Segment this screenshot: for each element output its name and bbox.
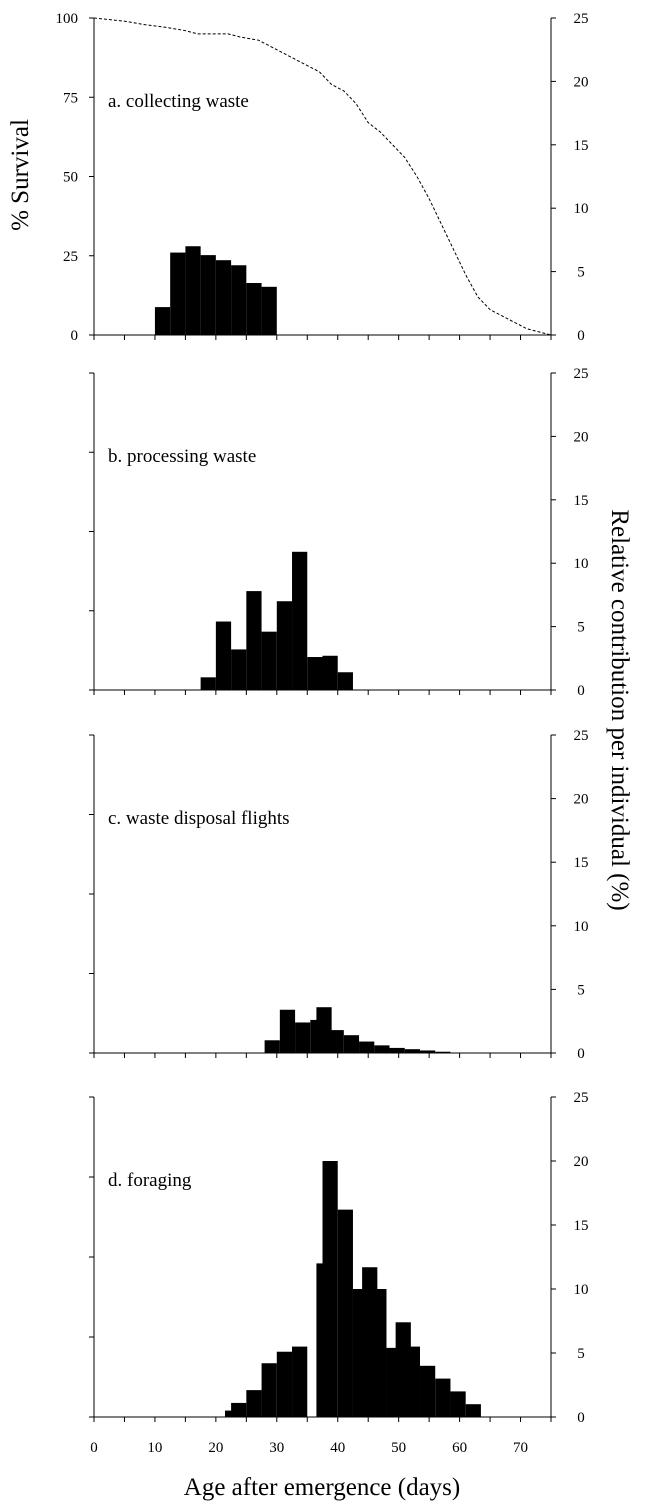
bar-c-4 — [316, 1007, 332, 1053]
right-tick-label-b: 20 — [574, 429, 589, 445]
bar-c-11 — [419, 1050, 436, 1053]
left-tick-label: 0 — [71, 328, 79, 344]
bar-b-4 — [261, 631, 277, 690]
x-tick-label: 70 — [513, 1440, 528, 1456]
bar-d-8 — [337, 1209, 353, 1417]
right-tick-label-d: 10 — [574, 1282, 589, 1298]
panel-title-d: d. foraging — [108, 1170, 192, 1191]
bar-c-9 — [389, 1047, 405, 1053]
panel-c: 0 5 10 15 20 25 c. waste disposal flights — [89, 728, 589, 1062]
x-tick-label: 60 — [452, 1440, 467, 1456]
left-tick-label: 100 — [56, 11, 79, 27]
right-tick-label-d: 5 — [577, 1346, 585, 1362]
bar-b-3 — [246, 591, 262, 690]
bar-b-6 — [292, 551, 308, 690]
survival-curve — [93, 17, 552, 336]
bar-d-14 — [404, 1346, 420, 1417]
bar-d-5 — [292, 1346, 308, 1417]
panel-title-a: a. collecting waste — [108, 91, 249, 112]
bar-d-16 — [435, 1378, 451, 1417]
bar-c-5 — [328, 1030, 344, 1053]
bar-a-6 — [246, 283, 262, 335]
bar-c-6 — [343, 1035, 360, 1053]
bar-c-7 — [359, 1041, 375, 1053]
bar-d-1 — [231, 1402, 247, 1417]
bar-d-15 — [419, 1365, 436, 1417]
x-tick-label: 0 — [90, 1440, 98, 1456]
right-tick-label-a: 20 — [574, 74, 589, 90]
right-tick-label-c: 20 — [574, 792, 589, 808]
right-tick-label-b: 5 — [577, 620, 585, 636]
right-tick-label-c: 15 — [574, 855, 589, 871]
bar-a-2 — [185, 246, 201, 335]
left-tick-label: 75 — [63, 90, 78, 106]
right-tick-label-a: 10 — [574, 201, 589, 217]
bar-b-5 — [276, 601, 293, 690]
left-axis-title: % Survival — [7, 119, 34, 231]
bar-a-0 — [154, 307, 171, 335]
bar-b-0 — [200, 677, 216, 690]
left-tick-label: 50 — [63, 170, 78, 186]
right-tick-label-a: 25 — [574, 11, 589, 27]
x-axis-title: Age after emergence (days) — [184, 1474, 460, 1501]
panel-a: 0 25 50 75 100 0 5 10 15 20 25 a. collecting waste — [56, 11, 589, 344]
panel-title-b: b. processing waste — [108, 446, 256, 467]
right-tick-label-a: 5 — [577, 265, 585, 281]
right-tick-label-d: 25 — [574, 1090, 589, 1106]
x-tick-label: 50 — [391, 1440, 406, 1456]
bar-c-0 — [264, 1040, 280, 1053]
bar-d-17 — [450, 1391, 466, 1417]
bar-a-3 — [200, 255, 216, 335]
bar-d-3 — [261, 1363, 277, 1417]
bar-b-8 — [322, 655, 338, 690]
panel-b: 0 5 10 15 20 25 b. processing waste — [89, 366, 589, 699]
x-tick-label: 10 — [147, 1440, 162, 1456]
right-tick-label-b: 25 — [574, 366, 589, 382]
bar-c-10 — [404, 1049, 420, 1053]
bar-b-2 — [231, 649, 247, 690]
bar-a-1 — [170, 252, 186, 335]
bar-d-18 — [465, 1404, 481, 1417]
right-tick-label-b: 10 — [574, 556, 589, 572]
bar-c-8 — [374, 1045, 390, 1053]
right-tick-label-c: 25 — [574, 728, 589, 744]
bar-d-4 — [276, 1351, 293, 1417]
right-tick-label-c: 0 — [577, 1046, 585, 1062]
bar-d-11 — [371, 1289, 387, 1417]
panel-d: 0 5 10 15 20 25 d. foraging — [89, 1090, 589, 1426]
bar-d-7 — [322, 1161, 338, 1417]
bar-a-7 — [261, 286, 277, 335]
right-tick-label-c: 10 — [574, 919, 589, 935]
x-tick-labels: 0 10 20 30 40 50 60 70 — [90, 1440, 528, 1456]
panel-title-c: c. waste disposal flights — [108, 808, 290, 829]
x-tick-label: 20 — [208, 1440, 223, 1456]
right-axis-title: Relative contribution per individual (%) — [606, 509, 633, 910]
bar-c-1 — [279, 1009, 296, 1053]
bar-b-7 — [307, 657, 323, 690]
right-tick-label-b: 0 — [577, 683, 585, 699]
right-tick-label-c: 5 — [577, 982, 585, 998]
bar-c-2 — [295, 1022, 311, 1053]
x-tick-label: 30 — [269, 1440, 284, 1456]
bar-d-2 — [246, 1390, 262, 1417]
right-tick-label-a: 15 — [574, 138, 589, 154]
bar-b-9 — [337, 672, 353, 690]
right-tick-label-d: 20 — [574, 1154, 589, 1170]
bar-a-5 — [231, 265, 247, 335]
bar-c-12 — [435, 1051, 451, 1053]
right-tick-label-b: 15 — [574, 493, 589, 509]
right-tick-label-d: 0 — [577, 1410, 585, 1426]
x-tick-label: 40 — [330, 1440, 345, 1456]
bar-b-1 — [215, 621, 232, 690]
right-tick-label-d: 15 — [574, 1218, 589, 1234]
right-tick-label-a: 0 — [577, 328, 585, 344]
left-tick-label: 25 — [63, 249, 78, 265]
bar-a-4 — [215, 260, 232, 335]
